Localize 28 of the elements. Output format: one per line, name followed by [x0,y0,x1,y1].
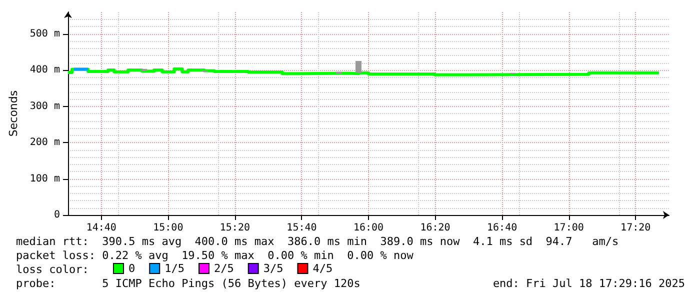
x-tick-label: 16:00 [353,222,384,234]
legend-label: 1/5 [164,262,184,275]
x-tick-label: 16:20 [420,222,450,234]
x-tick-label: 15:20 [220,222,250,234]
x-tick-label: 17:20 [620,222,651,234]
text: median rtt: 390.5 ms avg 400.0 ms max 386.0 ms min 389.0 ms now 4.1 ms sd 94.7 am/s [16,235,619,248]
bar [355,60,362,73]
legend-label: 0 [128,262,136,275]
x-tick-label: 16:40 [487,222,518,234]
text: packet loss: 0.22 % avg 19.50 % max 0.00 % min 0.00 % now [16,249,414,262]
legend-label: 2/5 [214,262,234,275]
legend-label: 4/5 [312,262,333,275]
y-tick-label: 0 [54,210,60,220]
y-tick-label: 400 m [30,64,60,76]
legend-label: 3/5 [263,262,284,275]
text: probe: 5 ICMP Echo Pings (56 Bytes) every 120s [16,277,360,290]
y-tick-label: 100 m [30,173,60,184]
text: end: Fri Jul 18 17:29:16 2025 [492,277,685,290]
x-tick-label: 17:00 [554,222,584,234]
x-tick-label: 15:40 [286,222,317,234]
bar [141,68,148,72]
y-tick-label: 500 m [30,28,60,40]
x-tick-label: 14:40 [86,222,116,234]
text: loss color: [16,263,89,276]
y-tick-label: 200 m [30,137,60,148]
y-axis-title: Seconds [7,90,20,137]
y-tick-label: 300 m [30,100,60,112]
x-tick-label: 15:00 [153,222,184,234]
